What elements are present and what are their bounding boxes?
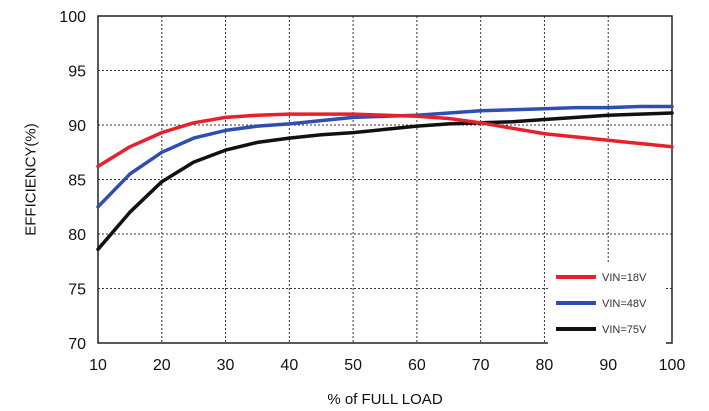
x-tick-label: 60 xyxy=(408,357,426,374)
x-tick-label: 80 xyxy=(536,357,554,374)
y-tick-label: 100 xyxy=(59,9,86,26)
y-tick-label: 70 xyxy=(68,336,86,353)
x-tick-label: 70 xyxy=(472,357,490,374)
x-tick-label: 90 xyxy=(599,357,617,374)
series-line-vin-75v xyxy=(96,111,674,252)
y-tick-label: 75 xyxy=(68,282,86,299)
legend-label: VIN=18V xyxy=(602,272,647,284)
y-tick-label: 95 xyxy=(68,64,86,81)
x-tick-labels: 10 20 30 40 50 60 70 80 90 100 xyxy=(89,357,685,374)
y-tick-label: 80 xyxy=(68,227,86,244)
y-axis-title: EFFICIENCY(%) xyxy=(22,123,39,236)
x-axis-title: % of FULL LOAD xyxy=(327,391,442,408)
series-line-vin-18v xyxy=(96,112,674,169)
y-tick-label: 90 xyxy=(68,118,86,135)
series-line-vin-48v xyxy=(96,104,674,209)
x-tick-label: 20 xyxy=(153,357,171,374)
x-tick-label: 40 xyxy=(280,357,298,374)
x-tick-label: 50 xyxy=(344,357,362,374)
x-tick-label: 100 xyxy=(659,357,686,374)
y-tick-labels: 70 75 80 85 90 95 100 xyxy=(59,9,86,353)
legend-label: VIN=75V xyxy=(602,324,647,336)
y-tick-label: 85 xyxy=(68,173,86,190)
legend: VIN=18V VIN=48V VIN=75V xyxy=(548,263,666,345)
plot-frame xyxy=(97,15,673,344)
legend-label: VIN=48V xyxy=(602,298,647,310)
series-layer xyxy=(96,104,674,252)
x-tick-label: 10 xyxy=(89,357,107,374)
x-tick-label: 30 xyxy=(217,357,235,374)
